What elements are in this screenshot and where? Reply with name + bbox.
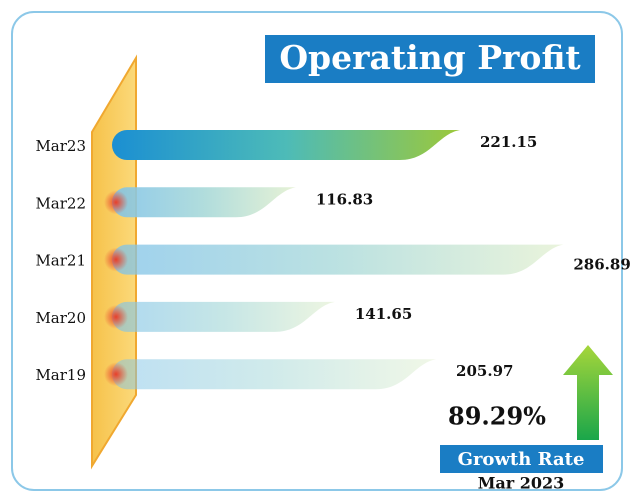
bar: [112, 301, 335, 332]
growth-value: 89.29%: [448, 402, 546, 431]
value-label: 116.83: [316, 190, 373, 208]
growth-date: Mar 2023: [478, 474, 565, 493]
category-label: Mar22: [35, 194, 86, 212]
bar: [112, 187, 296, 218]
value-label: 286.89: [573, 256, 630, 274]
growth-label: Growth Rate: [458, 449, 585, 470]
bar: [112, 359, 437, 390]
bar-dot: [104, 247, 128, 272]
bar: [112, 130, 460, 160]
value-label: 141.65: [355, 305, 412, 323]
category-label: Mar21: [35, 252, 86, 270]
value-label: 221.15: [480, 133, 537, 151]
category-label: Mar20: [35, 309, 86, 327]
bar: [112, 244, 564, 275]
bar-dot: [104, 304, 128, 329]
bar-dot: [104, 190, 128, 215]
title-box: [265, 35, 595, 83]
arrow: [563, 345, 613, 440]
category-label: Mar23: [35, 137, 86, 155]
growth-box: [440, 445, 603, 473]
bar-dot: [104, 362, 128, 387]
value-label: 205.97: [456, 362, 513, 380]
category-label: Mar19: [35, 366, 86, 384]
chart-title: Operating Profit: [279, 38, 581, 77]
